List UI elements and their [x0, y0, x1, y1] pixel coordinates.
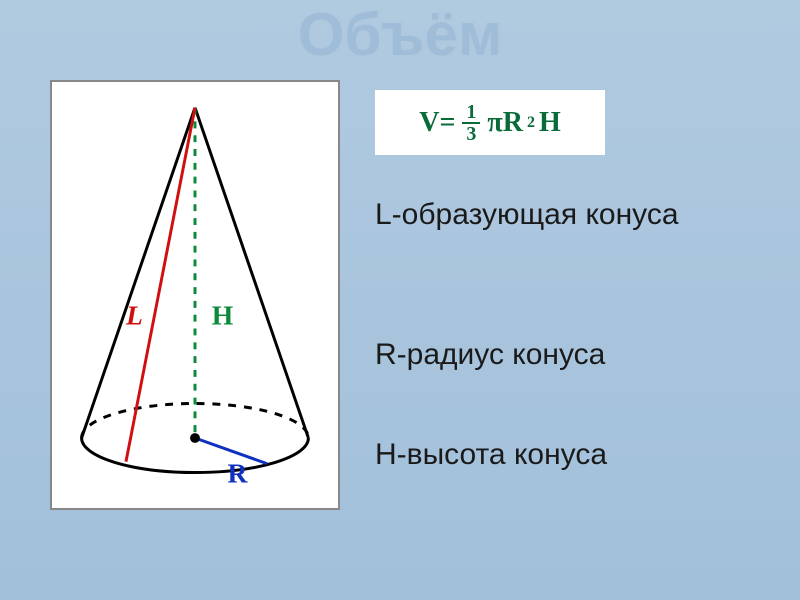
legend-R: R-радиус конуса	[375, 335, 605, 374]
volume-formula: V= 1 3 πR2H	[419, 102, 561, 144]
formula-piR: πR	[487, 107, 523, 139]
cone-svg: L H R	[52, 82, 338, 508]
legend-H: H-высота конуса	[375, 435, 607, 474]
formula-V: V=	[419, 107, 455, 139]
label-R: R	[228, 457, 249, 488]
cone-diagram: L H R	[50, 80, 340, 510]
slant-line	[126, 108, 195, 462]
formula-box: V= 1 3 πR2H	[375, 90, 605, 155]
page-title: Объём	[298, 0, 502, 69]
label-L: L	[125, 300, 143, 331]
formula-H: H	[539, 107, 561, 139]
formula-den: 3	[462, 124, 480, 144]
base-ellipse-back	[82, 403, 309, 438]
center-dot	[190, 433, 200, 443]
legend-L: L-образующая конуса	[375, 195, 679, 234]
cone-side-right	[195, 108, 308, 438]
formula-fraction: 1 3	[462, 102, 480, 144]
label-H: H	[212, 300, 234, 331]
cone-side-left	[82, 108, 195, 438]
formula-num: 1	[462, 102, 480, 124]
formula-exp: 2	[527, 114, 535, 132]
base-ellipse-front	[82, 438, 309, 473]
